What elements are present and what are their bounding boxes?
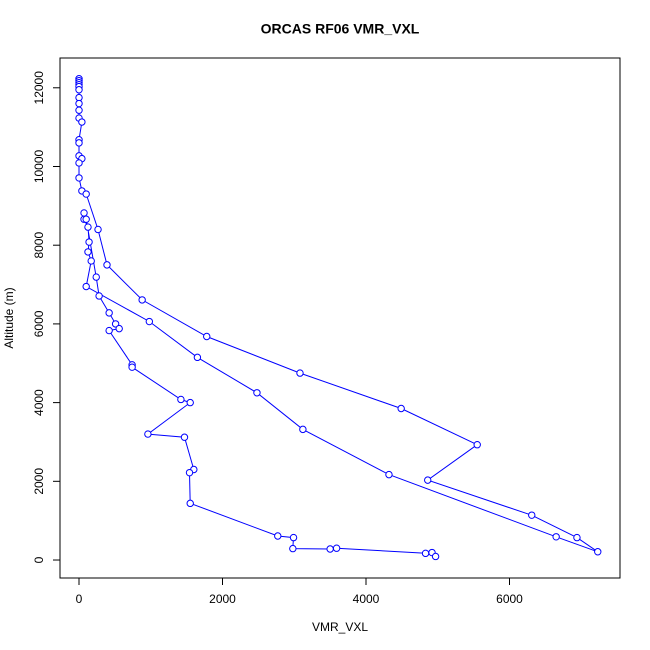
- data-point: [87, 257, 95, 265]
- data-point: [203, 332, 211, 341]
- data-point: [186, 499, 194, 508]
- y-tick-label: 6000: [32, 310, 46, 337]
- data-point: [299, 425, 307, 434]
- data-point: [75, 86, 83, 94]
- data-point: [105, 326, 113, 335]
- data-point: [274, 532, 282, 540]
- data-point: [95, 292, 103, 300]
- data-point: [82, 215, 90, 223]
- data-point: [94, 225, 102, 234]
- y-axis-label: Altitude (m): [2, 287, 16, 348]
- data-point: [75, 99, 83, 108]
- data-point: [75, 159, 83, 167]
- data-point: [594, 548, 602, 556]
- data-point: [111, 320, 120, 328]
- data-point: [177, 395, 185, 404]
- data-point: [573, 533, 581, 542]
- data-point: [332, 544, 341, 552]
- x-tick-label: 6000: [496, 592, 523, 606]
- data-point: [75, 174, 83, 182]
- data-point: [138, 296, 146, 304]
- data-point: [78, 118, 86, 126]
- data-point: [75, 106, 83, 114]
- data-line: [78, 78, 599, 557]
- x-tick-label: 0: [76, 592, 83, 606]
- data-point: [84, 248, 92, 256]
- data-point: [82, 190, 90, 198]
- data-point: [128, 363, 136, 371]
- data-point: [186, 398, 194, 407]
- data-point: [431, 552, 440, 561]
- data-point: [115, 324, 123, 333]
- data-point: [421, 549, 430, 558]
- y-tick-label: 10000: [32, 149, 46, 183]
- y-tick-label: 8000: [32, 232, 46, 259]
- y-tick-label: 2000: [32, 468, 46, 495]
- x-tick-label: 2000: [209, 592, 236, 606]
- data-point: [144, 430, 152, 438]
- data-point: [185, 468, 194, 477]
- x-tick-label: 4000: [353, 592, 380, 606]
- x-axis-label: VMR_VXL: [312, 620, 368, 634]
- data-point: [552, 533, 560, 541]
- data-point: [85, 238, 93, 246]
- data-point: [75, 139, 83, 147]
- data-point: [180, 433, 189, 441]
- data-point: [82, 282, 90, 291]
- data-point: [193, 353, 202, 362]
- data-point: [473, 441, 481, 449]
- data-point: [385, 470, 393, 479]
- data-point: [92, 273, 100, 281]
- y-tick-label: 0: [32, 556, 46, 563]
- chart-title: ORCAS RF06 VMR_VXL: [261, 21, 420, 37]
- data-point: [145, 317, 154, 326]
- data-point: [296, 369, 304, 377]
- data-point: [424, 476, 432, 484]
- y-tick-label: 4000: [32, 389, 46, 416]
- data-point: [289, 533, 298, 542]
- data-point: [105, 309, 113, 317]
- y-tick-label: 12000: [32, 71, 46, 105]
- data-point: [80, 209, 88, 217]
- data-point: [289, 544, 297, 553]
- data-point: [84, 223, 92, 231]
- data-point: [326, 545, 334, 553]
- data-point: [528, 511, 536, 519]
- data-point: [397, 404, 405, 413]
- data-point: [103, 261, 111, 269]
- data-point: [253, 389, 261, 397]
- plot-box: [59, 57, 621, 579]
